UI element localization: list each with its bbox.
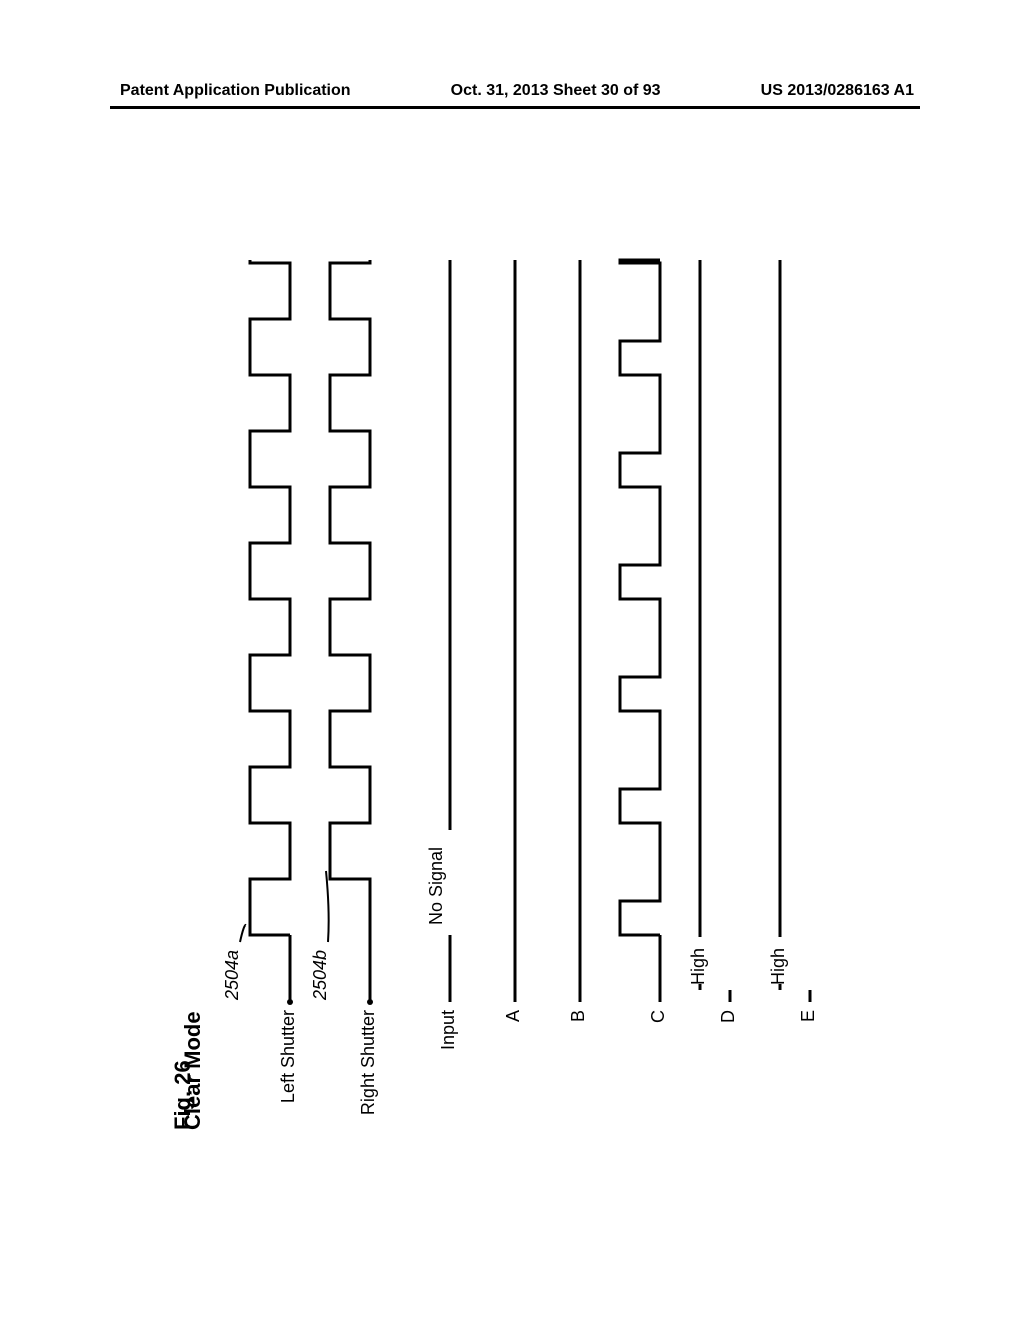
page-header: Patent Application Publication Oct. 31, … (0, 82, 1024, 100)
waveforms-svg (170, 210, 850, 1130)
header-left: Patent Application Publication (120, 82, 351, 100)
figure-canvas: Fig. 26 Clear Mode Left Shutter Right Sh… (170, 210, 850, 1130)
header-right: US 2013/0286163 A1 (761, 82, 914, 100)
figure-area: Fig. 26 Clear Mode Left Shutter Right Sh… (50, 330, 970, 1010)
header-center: Oct. 31, 2013 Sheet 30 of 93 (451, 82, 661, 100)
header-rule (110, 106, 920, 109)
